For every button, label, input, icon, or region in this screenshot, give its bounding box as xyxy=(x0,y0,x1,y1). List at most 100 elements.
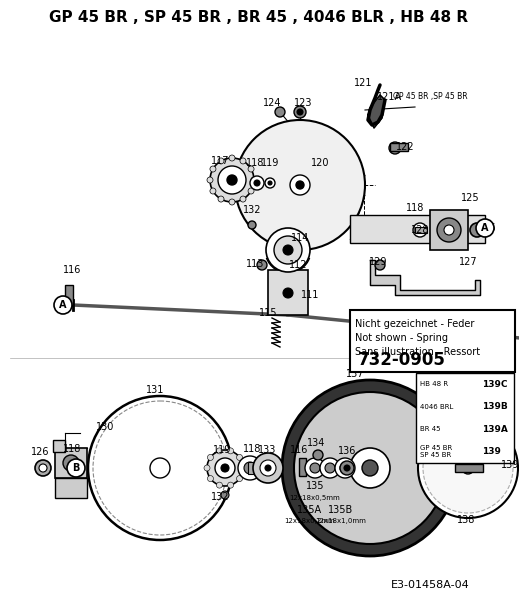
Text: 135A: 135A xyxy=(297,505,323,515)
Circle shape xyxy=(313,450,323,460)
Bar xyxy=(55,448,87,478)
Text: 116: 116 xyxy=(290,445,308,455)
Circle shape xyxy=(248,188,254,194)
Circle shape xyxy=(266,228,310,272)
Circle shape xyxy=(240,158,246,164)
Circle shape xyxy=(344,465,350,471)
Text: 123: 123 xyxy=(294,98,312,108)
Circle shape xyxy=(257,260,267,270)
Text: Sans illustration - Ressort: Sans illustration - Ressort xyxy=(355,347,480,357)
Text: GP 45 BR ,SP 45 BR: GP 45 BR ,SP 45 BR xyxy=(393,92,467,101)
Polygon shape xyxy=(368,95,385,128)
Text: 124: 124 xyxy=(263,98,281,108)
Circle shape xyxy=(210,166,216,172)
Text: 127: 127 xyxy=(459,257,477,267)
Bar xyxy=(248,462,266,474)
Text: 133: 133 xyxy=(258,445,276,455)
Text: 12x18x0,2mm: 12x18x0,2mm xyxy=(284,518,335,524)
Text: 125: 125 xyxy=(461,193,480,203)
Text: 132: 132 xyxy=(243,205,261,215)
Text: 139A: 139A xyxy=(482,425,508,434)
Text: 117: 117 xyxy=(211,156,229,166)
Circle shape xyxy=(283,245,293,255)
Circle shape xyxy=(282,380,458,556)
Text: 12x18x0,5mm: 12x18x0,5mm xyxy=(290,495,340,501)
Circle shape xyxy=(362,460,378,476)
Text: 131: 131 xyxy=(146,385,164,395)
Circle shape xyxy=(93,401,227,535)
Circle shape xyxy=(240,196,246,202)
Circle shape xyxy=(229,199,235,205)
Circle shape xyxy=(210,188,216,194)
Circle shape xyxy=(274,236,302,264)
Text: 118: 118 xyxy=(406,203,424,213)
Circle shape xyxy=(240,465,246,471)
Circle shape xyxy=(476,219,494,237)
Circle shape xyxy=(254,180,260,186)
Text: HB 48 R: HB 48 R xyxy=(420,381,448,387)
Circle shape xyxy=(244,462,256,474)
Text: 112: 112 xyxy=(289,260,307,270)
Circle shape xyxy=(218,158,224,164)
Text: BR 45: BR 45 xyxy=(420,426,441,432)
Circle shape xyxy=(207,177,213,183)
Circle shape xyxy=(235,120,365,250)
Circle shape xyxy=(150,458,170,478)
Circle shape xyxy=(216,448,223,454)
Circle shape xyxy=(238,456,262,480)
Circle shape xyxy=(290,175,310,195)
Circle shape xyxy=(260,460,276,476)
Circle shape xyxy=(216,482,223,488)
Circle shape xyxy=(305,458,325,478)
Circle shape xyxy=(340,461,354,475)
Circle shape xyxy=(250,176,264,190)
Text: 119: 119 xyxy=(213,445,231,455)
Circle shape xyxy=(67,459,85,477)
Circle shape xyxy=(462,462,474,474)
Text: 121: 121 xyxy=(354,78,372,88)
Text: GP 45 BR
SP 45 BR: GP 45 BR SP 45 BR xyxy=(420,445,452,458)
Circle shape xyxy=(248,166,254,172)
Text: 135B: 135B xyxy=(329,505,353,515)
Text: 130: 130 xyxy=(96,422,114,432)
Circle shape xyxy=(218,166,246,194)
Circle shape xyxy=(221,464,229,472)
Bar xyxy=(53,440,65,452)
Circle shape xyxy=(251,177,257,183)
Text: 126: 126 xyxy=(478,223,496,233)
Circle shape xyxy=(237,454,242,460)
Text: 122: 122 xyxy=(395,142,414,152)
Text: B: B xyxy=(72,463,80,473)
Circle shape xyxy=(265,178,275,188)
Text: 139: 139 xyxy=(482,447,501,456)
Text: 139C: 139C xyxy=(482,380,508,389)
Circle shape xyxy=(88,396,232,540)
Text: 134: 134 xyxy=(307,438,325,448)
Bar xyxy=(390,143,408,151)
Text: A: A xyxy=(481,223,489,233)
Circle shape xyxy=(268,181,272,185)
Circle shape xyxy=(297,109,303,115)
Text: 115: 115 xyxy=(259,308,277,318)
Circle shape xyxy=(265,465,271,471)
Text: A: A xyxy=(59,300,67,310)
Text: 139B: 139B xyxy=(482,402,508,411)
Text: 126: 126 xyxy=(31,447,49,457)
Bar xyxy=(299,458,306,476)
Circle shape xyxy=(39,464,47,472)
Text: 113: 113 xyxy=(246,259,264,269)
Circle shape xyxy=(423,423,513,513)
Text: E3-01458A-04: E3-01458A-04 xyxy=(391,580,469,590)
Text: 119: 119 xyxy=(261,158,279,168)
Circle shape xyxy=(253,453,283,483)
Text: 137: 137 xyxy=(346,369,364,379)
Text: 120: 120 xyxy=(311,158,329,168)
Text: 136: 136 xyxy=(338,446,356,456)
Text: 132: 132 xyxy=(211,492,229,502)
Bar xyxy=(455,464,483,472)
Text: 4046 BRL: 4046 BRL xyxy=(420,404,454,410)
Text: GP 45 BR , SP 45 BR , BR 45 , 4046 BLR , HB 48 R: GP 45 BR , SP 45 BR , BR 45 , 4046 BLR ,… xyxy=(49,10,469,25)
Circle shape xyxy=(208,454,213,460)
Circle shape xyxy=(389,142,401,154)
Bar xyxy=(268,270,308,315)
